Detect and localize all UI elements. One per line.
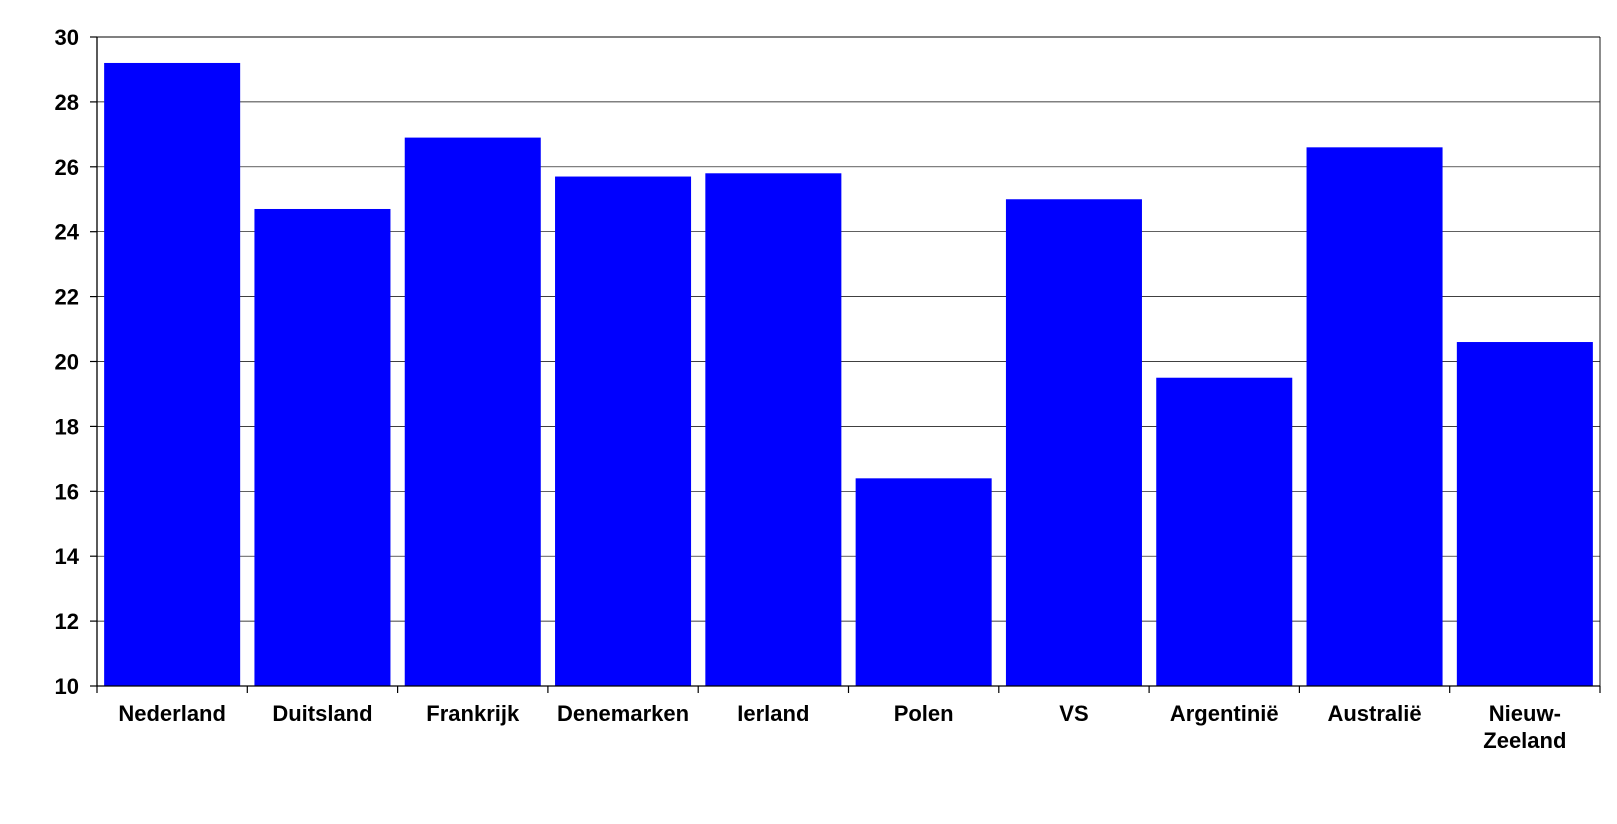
x-tick-label: Australië [1327, 701, 1421, 726]
x-tick-label: Denemarken [557, 701, 689, 726]
y-tick-label: 16 [55, 479, 79, 504]
y-tick-label: 26 [55, 155, 79, 180]
bar-argentini- [1156, 377, 1293, 686]
bar-vs [1005, 199, 1142, 686]
axes [90, 36, 1601, 693]
bar-denemarken [555, 176, 692, 686]
x-tick-label: Ierland [737, 701, 809, 726]
x-tick-label: Polen [894, 701, 954, 726]
y-tick-label: 30 [55, 25, 79, 50]
x-tick-label: Nieuw-Zeeland [1483, 701, 1566, 753]
y-tick-label: 10 [55, 674, 79, 699]
y-tick-label: 24 [55, 220, 80, 245]
x-tick-label-line: Nederland [118, 701, 226, 726]
bar-polen [855, 478, 992, 686]
bars [104, 62, 1593, 687]
y-tick-label: 14 [55, 544, 80, 569]
y-tick-label: 12 [55, 609, 79, 634]
x-tick-label-line: Nieuw- [1489, 701, 1561, 726]
y-tick-label: 22 [55, 285, 79, 310]
x-tick-label-line: Denemarken [557, 701, 689, 726]
x-tick-label: Duitsland [272, 701, 372, 726]
x-tick-label-line: VS [1059, 701, 1088, 726]
x-tick-label-line: Duitsland [272, 701, 372, 726]
x-tick-label-line: Ierland [737, 701, 809, 726]
x-tick-label-line: Australië [1327, 701, 1421, 726]
x-tick-label: Nederland [118, 701, 226, 726]
bar-nederland [104, 62, 241, 686]
bar-frankrijk [404, 137, 541, 687]
bar-australi- [1306, 147, 1443, 686]
bar-duitsland [254, 208, 391, 687]
x-tick-label: VS [1059, 701, 1088, 726]
x-tick-labels: Nederland Duitsland Frankrijk Denemarken Ier… [118, 701, 1566, 753]
bar-ierland [705, 173, 842, 687]
x-tick-label: Argentinië [1170, 701, 1279, 726]
x-tick-label-line: Frankrijk [426, 701, 520, 726]
x-tick-label: Frankrijk [426, 701, 520, 726]
x-tick-label-line: Zeeland [1483, 728, 1566, 753]
y-tick-label: 28 [55, 90, 79, 115]
bar-nieuw-zeeland [1456, 342, 1593, 686]
y-tick-label: 20 [55, 350, 79, 375]
y-tick-label: 18 [55, 414, 79, 439]
y-tick-labels: 10 12 14 16 18 20 22 24 26 28 30 [55, 25, 80, 699]
x-tick-label-line: Argentinië [1170, 701, 1279, 726]
x-tick-label-line: Polen [894, 701, 954, 726]
